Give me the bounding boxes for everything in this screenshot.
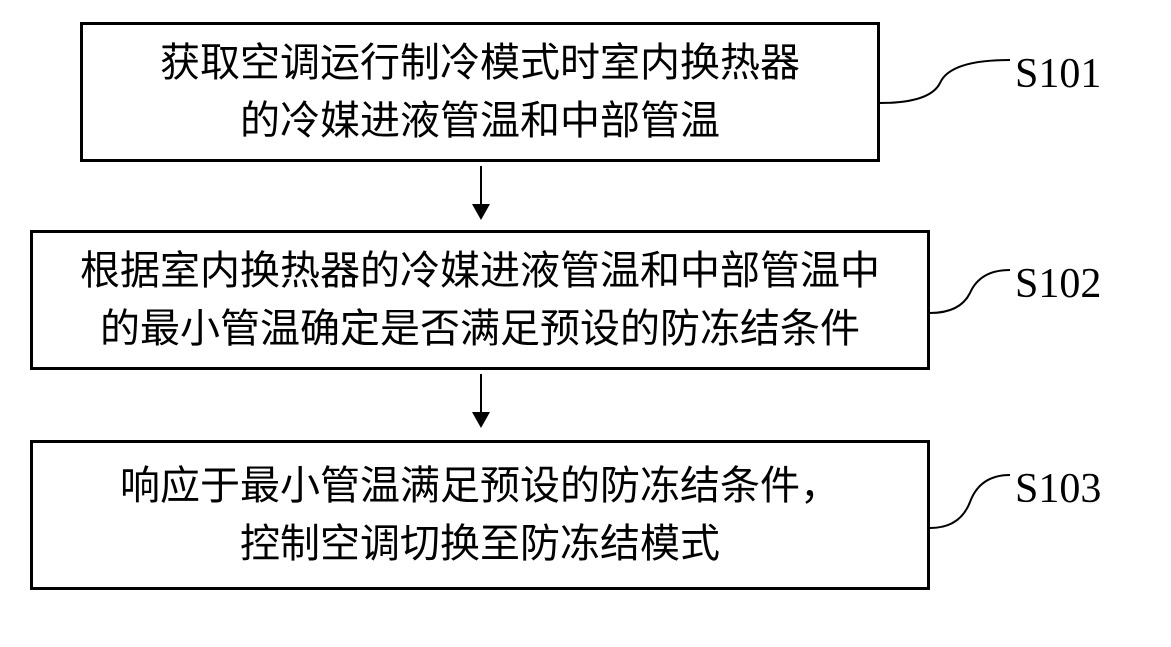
flowchart-container: 获取空调运行制冷模式时室内换热器 的冷媒进液管温和中部管温 S101 根据室内换…	[0, 0, 1171, 647]
connector-s102	[930, 265, 1015, 325]
step-s102-label: S102	[1015, 260, 1101, 308]
step-s101-text: 获取空调运行制冷模式时室内换热器 的冷媒进液管温和中部管温	[160, 34, 800, 150]
step-s103-label: S103	[1015, 465, 1101, 513]
step-s102-text: 根据室内换热器的冷媒进液管温和中部管温中 的最小管温确定是否满足预设的防冻结条件	[80, 242, 880, 358]
connector-s103	[930, 470, 1015, 540]
connector-s101	[880, 55, 1015, 115]
step-s102: 根据室内换热器的冷媒进液管温和中部管温中 的最小管温确定是否满足预设的防冻结条件	[30, 230, 930, 370]
step-s101: 获取空调运行制冷模式时室内换热器 的冷媒进液管温和中部管温	[80, 22, 880, 162]
step-s103-text: 响应于最小管温满足预设的防冻结条件， 控制空调切换至防冻结模式	[120, 457, 840, 573]
step-s101-label: S101	[1015, 50, 1101, 98]
step-s103: 响应于最小管温满足预设的防冻结条件， 控制空调切换至防冻结模式	[30, 440, 930, 590]
arrow-s102-s103	[480, 374, 482, 426]
arrow-s101-s102	[480, 166, 482, 218]
